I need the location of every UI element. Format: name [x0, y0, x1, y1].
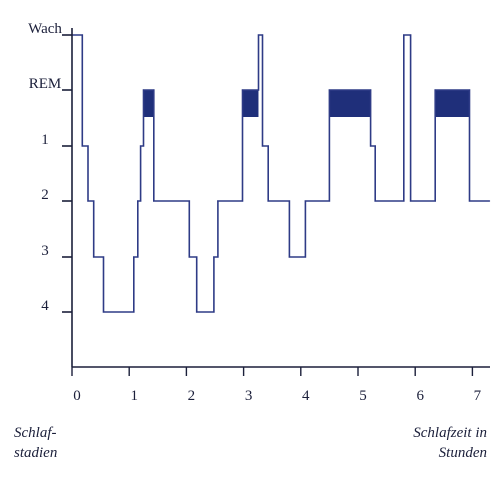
data-point-23	[196, 311, 198, 313]
rem-block-4	[435, 90, 470, 117]
data-point-4	[87, 145, 89, 147]
x-tick-label-5: 5	[359, 388, 367, 404]
data-point-25	[213, 256, 215, 258]
data-point-15	[140, 145, 142, 147]
data-point-30	[257, 89, 260, 91]
data-point-38	[304, 256, 306, 258]
hypnogram-line-1	[72, 34, 490, 313]
data-point-10	[133, 311, 135, 313]
x-ticks: 0 1 2 3 4 5 6 7	[71, 367, 482, 404]
data-point-35	[267, 200, 269, 202]
data-point-27	[217, 200, 219, 202]
y-tick-label-rem: REM	[29, 76, 62, 92]
data-point-48	[410, 34, 412, 36]
y-tick-label-wach: Wach	[28, 21, 62, 37]
x-tick-label-2: 2	[188, 388, 196, 404]
data-point-45	[374, 200, 376, 202]
data-point-16	[142, 145, 145, 147]
rem-block-2	[242, 90, 259, 117]
data-point-46	[403, 200, 405, 202]
y-caption-line2: stadien	[14, 445, 57, 461]
x-tick-label-4: 4	[302, 388, 310, 404]
data-point-37	[288, 256, 290, 258]
data-point-44	[374, 145, 376, 147]
data-point-19	[153, 200, 155, 202]
data-point-22	[196, 256, 198, 258]
data-point-6	[93, 200, 95, 202]
hypnogram-series	[71, 34, 491, 313]
data-point-34	[267, 145, 269, 147]
data-point-7	[93, 256, 95, 258]
data-point-33	[261, 145, 264, 147]
y-tick-label-2: 2	[41, 187, 49, 203]
data-point-47	[403, 34, 405, 36]
data-point-39	[304, 200, 306, 202]
data-point-36	[288, 200, 290, 202]
axes	[71, 28, 490, 368]
data-point-20	[188, 200, 190, 202]
data-point-21	[188, 256, 190, 258]
data-point-41	[328, 89, 330, 91]
data-point-12	[137, 256, 139, 258]
data-point-17	[142, 89, 145, 91]
data-point-53	[468, 200, 471, 202]
data-point-43	[369, 145, 372, 147]
data-point-31	[257, 34, 260, 36]
data-point-50	[434, 200, 436, 202]
data-point-28	[241, 200, 244, 202]
x-caption-line1: Schlafzeit in	[413, 425, 487, 441]
x-tick-label-1: 1	[130, 388, 138, 404]
data-point-24	[213, 311, 215, 313]
data-point-49	[410, 200, 412, 202]
data-point-42	[369, 89, 372, 91]
y-tick-label-1: 1	[41, 132, 49, 148]
data-point-5	[87, 200, 89, 202]
x-tick-label-7: 7	[474, 388, 482, 404]
data-point-14	[140, 200, 142, 202]
data-point-40	[328, 200, 330, 202]
data-point-11	[133, 256, 135, 258]
rem-block-3	[329, 90, 371, 117]
data-point-51	[434, 89, 436, 91]
x-tick-label-6: 6	[416, 388, 424, 404]
data-point-18	[153, 89, 155, 91]
x-tick-label-0: 0	[73, 388, 81, 404]
y-tick-label-3: 3	[41, 243, 49, 259]
data-point-29	[241, 89, 244, 91]
y-caption-line1: Schlaf-	[14, 425, 57, 441]
rem-block-1	[143, 90, 154, 117]
data-point-52	[468, 89, 471, 91]
data-point-54	[488, 200, 491, 202]
data-point-32	[261, 34, 264, 36]
data-point-3	[81, 145, 83, 147]
data-point-8	[102, 256, 105, 258]
data-point-9	[102, 311, 105, 313]
y-ticks: Wach REM 1 2 3 4	[28, 21, 72, 314]
y-tick-label-4: 4	[41, 298, 49, 314]
data-point-2	[81, 34, 83, 36]
data-point-26	[217, 256, 219, 258]
x-tick-label-3: 3	[245, 388, 253, 404]
rem-blocks	[143, 90, 470, 117]
data-point-13	[137, 200, 139, 202]
x-caption-line2: Stunden	[439, 445, 487, 461]
